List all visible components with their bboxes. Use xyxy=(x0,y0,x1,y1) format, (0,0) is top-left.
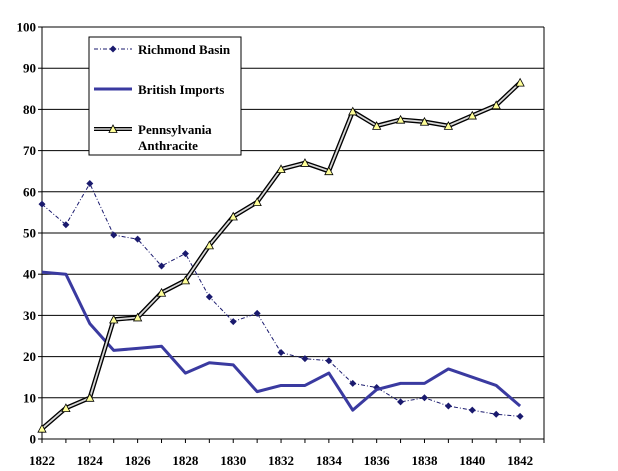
data-point-pennsylvania-anthracite-1840 xyxy=(467,110,477,120)
legend-marker-pennsylvania-anthracite xyxy=(108,124,118,133)
series-british-imports xyxy=(41,270,522,412)
data-point-richmond-basin-1841 xyxy=(492,410,500,418)
series-pennsylvania-anthracite xyxy=(37,77,525,433)
data-point-richmond-basin-1823 xyxy=(62,221,70,229)
data-point-pennsylvania-anthracite-1838 xyxy=(419,116,430,126)
x-tick-label: 1842 xyxy=(507,453,533,468)
x-tick-label: 1826 xyxy=(125,453,152,468)
data-point-pennsylvania-anthracite-1841 xyxy=(491,100,501,110)
data-point-pennsylvania-anthracite-1837 xyxy=(395,114,406,124)
data-point-richmond-basin-1830 xyxy=(229,318,237,326)
x-tick-label: 1822 xyxy=(29,453,55,468)
series-line-richmond-basin xyxy=(41,182,521,417)
legend-label-british-imports: British Imports xyxy=(138,82,224,97)
data-point-pennsylvania-anthracite-1823 xyxy=(61,403,71,412)
y-tick-label: 20 xyxy=(23,349,36,364)
x-tick-label: 1824 xyxy=(77,453,104,468)
data-point-richmond-basin-1827 xyxy=(158,262,166,270)
data-point-richmond-basin-1840 xyxy=(468,406,476,414)
x-tick-label: 1840 xyxy=(459,453,485,468)
data-point-richmond-basin-1829 xyxy=(205,293,213,301)
data-point-pennsylvania-anthracite-1834 xyxy=(324,166,334,176)
data-point-pennsylvania-anthracite-1835 xyxy=(348,106,358,116)
legend-item-british-imports: British Imports xyxy=(94,82,224,97)
data-point-richmond-basin-1835 xyxy=(349,379,357,387)
y-tick-label: 10 xyxy=(23,390,36,405)
y-tick-label: 70 xyxy=(23,143,36,158)
x-tick-label: 1830 xyxy=(220,453,246,468)
data-point-pennsylvania-anthracite-1832 xyxy=(276,164,286,174)
x-tick-label: 1836 xyxy=(364,453,391,468)
data-point-pennsylvania-anthracite-1822 xyxy=(37,423,47,433)
series-layer xyxy=(37,77,525,433)
x-tick-label: 1832 xyxy=(268,453,294,468)
axes xyxy=(38,26,545,443)
data-point-pennsylvania-anthracite-1833 xyxy=(300,158,310,167)
data-point-richmond-basin-1832 xyxy=(277,348,285,356)
data-point-richmond-basin-1825 xyxy=(110,231,118,239)
data-point-richmond-basin-1833 xyxy=(301,355,309,363)
legend: Richmond Basin British Imports Pennsylva… xyxy=(88,36,242,156)
data-point-pennsylvania-anthracite-1829 xyxy=(204,240,214,250)
y-tick-label: 60 xyxy=(23,184,36,199)
data-point-richmond-basin-1831 xyxy=(253,309,261,317)
legend-label-pennsylvania: Pennsylvania xyxy=(138,122,212,137)
y-tick-label: 40 xyxy=(23,267,36,282)
data-point-pennsylvania-anthracite-1828 xyxy=(180,275,191,285)
y-tick-label: 50 xyxy=(23,226,36,241)
data-point-richmond-basin-1824 xyxy=(86,180,94,188)
legend-item-richmond-basin: Richmond Basin xyxy=(94,42,231,57)
data-point-pennsylvania-anthracite-1827 xyxy=(156,287,167,297)
data-point-pennsylvania-anthracite-1831 xyxy=(252,197,262,206)
series-line-british-imports xyxy=(41,270,522,412)
data-point-pennsylvania-anthracite-1824 xyxy=(85,392,95,402)
data-point-richmond-basin-1838 xyxy=(420,394,428,402)
data-point-richmond-basin-1826 xyxy=(134,235,142,243)
y-tick-label: 30 xyxy=(23,308,36,323)
data-point-pennsylvania-anthracite-1830 xyxy=(228,211,238,221)
y-tick-label: 80 xyxy=(23,102,36,117)
legend-item-pennsylvania-anthracite: Pennsylvania Anthracite xyxy=(94,122,212,153)
data-point-richmond-basin-1834 xyxy=(325,357,333,365)
data-point-pennsylvania-anthracite-1825 xyxy=(109,314,119,324)
series-richmond-basin xyxy=(38,180,524,420)
legend-label-richmond-basin: Richmond Basin xyxy=(138,42,231,57)
x-tick-labels: 1822 1824 1826 1828 1830 1832 1834 1836 1838 1840… xyxy=(29,453,533,468)
x-tick-label: 1828 xyxy=(172,453,199,468)
y-tick-label: 90 xyxy=(23,61,36,76)
data-point-pennsylvania-anthracite-1836 xyxy=(372,121,382,130)
data-point-pennsylvania-anthracite-1842 xyxy=(515,77,525,87)
y-tick-label: 0 xyxy=(30,432,37,447)
y-tick-labels: 0 10 20 30 40 50 60 70 80 90 100 xyxy=(17,20,37,447)
data-point-richmond-basin-1822 xyxy=(38,200,46,208)
data-point-richmond-basin-1837 xyxy=(397,398,405,406)
data-point-pennsylvania-anthracite-1839 xyxy=(443,121,454,130)
x-tick-label: 1834 xyxy=(316,453,343,468)
legend-label-anthracite: Anthracite xyxy=(138,138,198,153)
x-tick-label: 1838 xyxy=(411,453,438,468)
legend-box xyxy=(88,36,242,156)
data-point-richmond-basin-1839 xyxy=(444,402,452,410)
data-point-richmond-basin-1842 xyxy=(516,412,524,420)
data-point-pennsylvania-anthracite-1826 xyxy=(132,312,143,322)
y-tick-label: 100 xyxy=(17,20,37,35)
legend-marker-richmond-basin xyxy=(109,45,117,53)
data-point-richmond-basin-1828 xyxy=(181,250,189,258)
